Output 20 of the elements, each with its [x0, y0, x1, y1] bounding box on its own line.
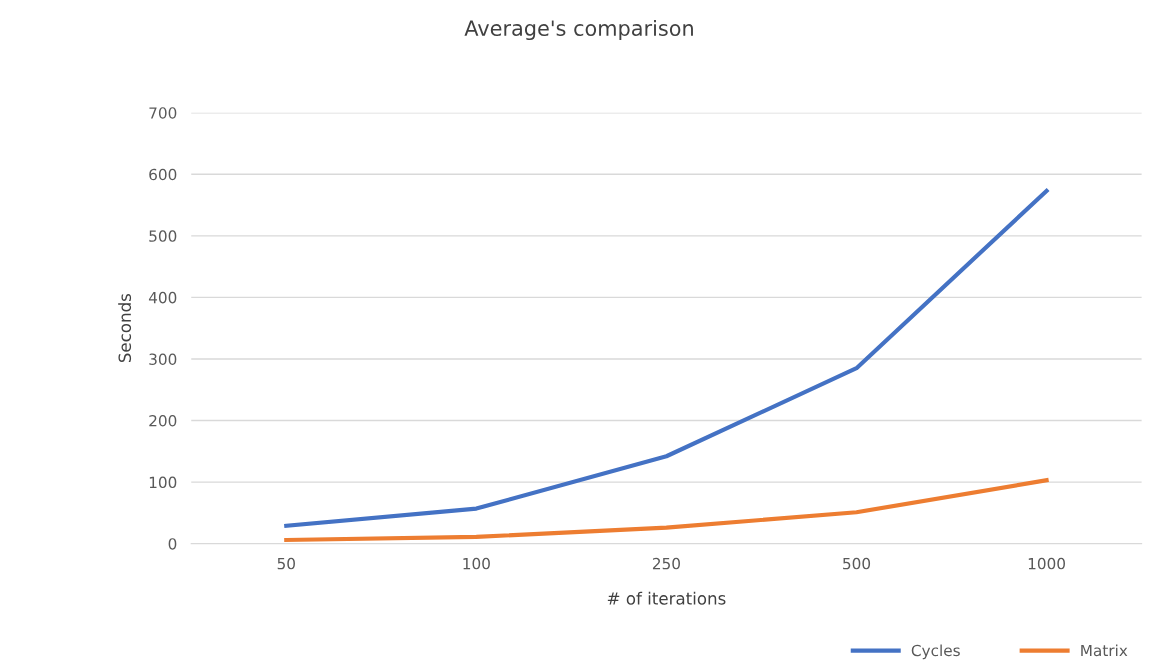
- y-axis-title: Seconds: [118, 293, 132, 363]
- x-tick-label: 50: [277, 557, 295, 570]
- legend-label: Cycles: [911, 644, 960, 660]
- line-series: [284, 478, 1049, 543]
- x-tick-label: 100: [463, 557, 490, 570]
- y-tick-label: 0: [168, 538, 177, 550]
- y-tick-label: 600: [149, 168, 177, 181]
- y-tick-label: 200: [149, 415, 177, 427]
- x-tick-label: 250: [652, 557, 680, 570]
- y-tick-label: 100: [149, 476, 177, 489]
- x-axis-title: # of iterations: [607, 591, 726, 605]
- chart-title: Average's comparison: [464, 19, 693, 41]
- y-tick-label: 700: [149, 107, 177, 119]
- y-tick-label: 300: [149, 353, 177, 365]
- legend-label: Matrix: [1081, 644, 1128, 657]
- x-tick-label: 500: [843, 557, 871, 570]
- y-tick-label: 400: [148, 291, 177, 304]
- y-tick-label: 500: [149, 230, 177, 242]
- line-series: [284, 188, 1049, 528]
- x-tick-label: 1000: [1028, 557, 1065, 570]
